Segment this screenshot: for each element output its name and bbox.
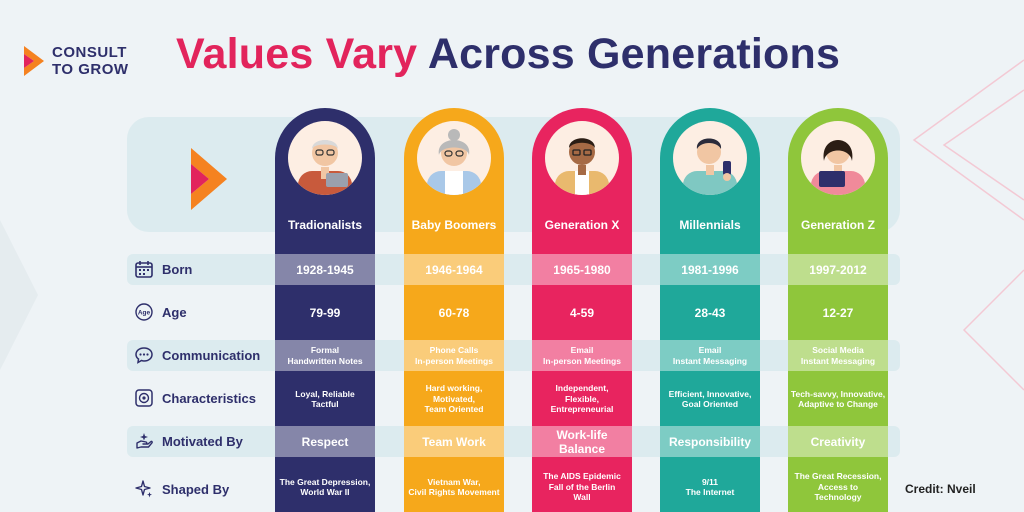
row-band-motivated xyxy=(127,426,900,457)
shaped-value: Vietnam War, Civil Rights Movement xyxy=(408,476,500,498)
age-icon-text: Age xyxy=(138,310,151,317)
row-label-motivated: Motivated By xyxy=(134,429,243,453)
age-value: 28-43 xyxy=(694,305,726,320)
born-value: 1997-2012 xyxy=(788,254,888,285)
born-value: 1946-1964 xyxy=(404,254,504,285)
communication-value: Email Instant Messaging xyxy=(660,340,760,371)
born-value: 1981-1996 xyxy=(660,254,760,285)
communication-value: Phone Calls In-person Meetings xyxy=(404,340,504,371)
communication-value: Formal Handwritten Notes xyxy=(275,340,375,371)
avatar-man-phone xyxy=(673,121,747,195)
shaped-value: The Great Depression, World War II xyxy=(279,476,371,498)
generation-name: Millennials xyxy=(679,218,741,232)
row-band-communication xyxy=(127,340,900,371)
generation-column-generation-z: Generation Z 1997-2012 12-27 Social Medi… xyxy=(788,108,888,512)
motivated-value: Responsibility xyxy=(660,426,760,457)
communication-value: Social Media Instant Messaging xyxy=(788,340,888,371)
background-chevron-lines xyxy=(912,59,1024,391)
shaped-value: 9/11 The Internet xyxy=(685,476,735,498)
shaped-value: The Great Recession, Access to Technolog… xyxy=(794,471,882,503)
characteristics-value: Tech-savvy, Innovative, Adaptive to Chan… xyxy=(790,388,886,410)
avatar-woman-laptop xyxy=(801,121,875,195)
header-panel xyxy=(127,117,900,232)
target-icon xyxy=(134,388,154,408)
avatar-man-glasses xyxy=(545,121,619,195)
credit-text: Credit: Nveil xyxy=(905,482,976,496)
logo-chevron-icon xyxy=(24,46,44,76)
row-label-communication: Communication xyxy=(134,343,260,367)
characteristics-value: Hard working, Motivated, Team Oriented xyxy=(424,383,484,415)
age-value: 4-59 xyxy=(569,305,595,320)
characteristics-value: Efficient, Innovative, Goal Oriented xyxy=(668,388,752,410)
generation-name: Generation Z xyxy=(800,218,875,232)
age-value: 60-78 xyxy=(438,305,470,320)
title-highlight: Values Vary xyxy=(176,30,418,78)
brand-logo: CONSULT TO GROW xyxy=(24,44,129,78)
title-rest: Across Generations xyxy=(427,30,841,78)
page-title: Values Vary Across Generations xyxy=(176,30,840,79)
row-label-shaped: Shaped By xyxy=(134,477,229,501)
generation-column-generation-x: Generation X 1965-1980 4-59 Email In-per… xyxy=(532,108,632,512)
chat-icon xyxy=(134,345,154,365)
communication-value: Email In-person Meetings xyxy=(532,340,632,371)
generation-name: Generation X xyxy=(544,218,620,232)
motivated-value: Respect xyxy=(275,426,375,457)
born-value: 1928-1945 xyxy=(275,254,375,285)
shaped-value: The AIDS Epidemic Fall of the Berlin Wal… xyxy=(543,471,621,503)
row-label-age: Age Age xyxy=(134,300,187,324)
row-band-born xyxy=(127,254,900,285)
generation-name: Tradionalists xyxy=(287,218,363,232)
row-label-born: Born xyxy=(134,257,192,281)
age-value: 12-27 xyxy=(822,305,854,320)
background-triangle xyxy=(0,220,38,370)
age-icon: Age xyxy=(134,302,154,322)
generation-column-millennials: Millennials 1981-1996 28-43 Email Instan… xyxy=(660,108,760,512)
generation-column-baby-boomers: Baby Boomers 1946-1964 60-78 Phone Calls… xyxy=(404,108,504,512)
generation-name: Baby Boomers xyxy=(411,218,497,232)
avatar-elderly-woman xyxy=(417,121,491,195)
calendar-icon xyxy=(134,259,154,279)
row-label-characteristics: Characteristics xyxy=(134,386,256,410)
motivated-value: Creativity xyxy=(788,426,888,457)
motivated-value: Work-life Balance xyxy=(532,426,632,457)
characteristics-value: Loyal, Reliable Tactful xyxy=(295,388,355,410)
avatar-elderly-man xyxy=(288,121,362,195)
hand-icon xyxy=(134,431,154,451)
chevron-arrow-icon xyxy=(191,148,227,210)
generation-column-traditionalists: Tradionalists 1928-1945 79-99 Formal Han… xyxy=(275,108,375,512)
sparkle-icon xyxy=(134,479,154,499)
characteristics-value: Independent, Flexible, Entrepreneurial xyxy=(550,383,614,415)
born-value: 1965-1980 xyxy=(532,254,632,285)
age-value: 79-99 xyxy=(309,305,341,320)
motivated-value: Team Work xyxy=(404,426,504,457)
brand-name: CONSULT TO GROW xyxy=(52,44,129,78)
